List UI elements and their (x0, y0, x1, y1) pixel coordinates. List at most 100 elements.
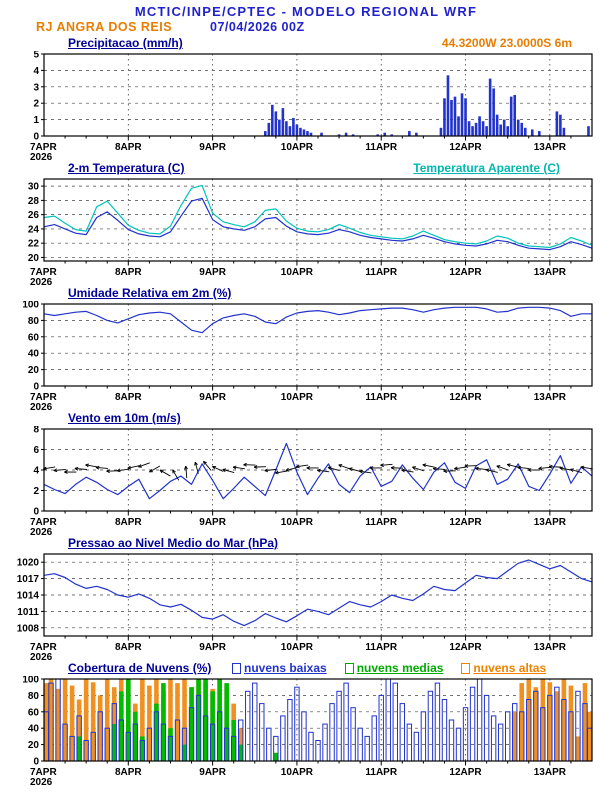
pressure-title: Pressao ao Nivel Medio do Mar (hPa) (68, 536, 279, 550)
svg-text:40: 40 (28, 349, 40, 360)
svg-text:40: 40 (28, 724, 40, 735)
svg-text:2026: 2026 (30, 152, 53, 161)
svg-text:12APR: 12APR (449, 767, 482, 778)
cloud-cover-header: Cobertura de Nuvens (%) nuvens baixas nu… (0, 661, 612, 676)
svg-text:13APR: 13APR (534, 392, 567, 403)
svg-text:30: 30 (28, 182, 40, 193)
svg-text:9APR: 9APR (199, 767, 226, 778)
svg-text:80: 80 (28, 316, 40, 327)
svg-text:10APR: 10APR (281, 767, 314, 778)
svg-text:10APR: 10APR (281, 142, 314, 153)
svg-text:8APR: 8APR (115, 392, 142, 403)
svg-text:2026: 2026 (30, 402, 53, 411)
pressure-header: Pressao ao Nivel Medio do Mar (hPa) (0, 536, 612, 551)
svg-text:13APR: 13APR (534, 767, 567, 778)
svg-text:4: 4 (33, 66, 39, 77)
svg-text:8APR: 8APR (115, 767, 142, 778)
mid-clouds-swatch-icon (344, 662, 354, 674)
humidity-panel: Umidade Relativa em 2m (%) 0 20 40 60 80 100 7… (0, 286, 612, 411)
temperature-title: 2-m Temperatura (C) (68, 161, 185, 175)
svg-text:20: 20 (28, 740, 40, 751)
svg-text:100: 100 (22, 301, 39, 311)
precipitation-title: Precipitacao (mm/h) (68, 36, 183, 50)
svg-text:20: 20 (28, 253, 40, 264)
temperature-panel: 2-m Temperatura (C) Temperatura Aparente… (0, 161, 612, 286)
pressure-panel: Pressao ao Nivel Medio do Mar (hPa) 1008… (0, 536, 612, 661)
svg-text:24: 24 (28, 224, 40, 235)
temperature-header: 2-m Temperatura (C) Temperatura Aparente… (0, 161, 612, 176)
svg-text:7APR: 7APR (30, 767, 57, 778)
svg-text:2026: 2026 (30, 277, 53, 286)
svg-text:11APR: 11APR (365, 142, 397, 153)
svg-text:9APR: 9APR (199, 142, 226, 153)
svg-text:1017: 1017 (17, 574, 40, 585)
svg-text:2026: 2026 (30, 527, 53, 536)
svg-text:1008: 1008 (17, 623, 40, 634)
svg-text:0: 0 (33, 757, 39, 768)
svg-text:8: 8 (33, 426, 39, 436)
svg-text:12APR: 12APR (449, 642, 482, 653)
legend-high-clouds: nuvens altas (461, 661, 546, 675)
svg-text:12APR: 12APR (449, 267, 482, 278)
svg-text:7APR: 7APR (30, 642, 57, 653)
svg-text:11APR: 11APR (365, 267, 397, 278)
svg-text:2026: 2026 (30, 652, 53, 661)
svg-text:4: 4 (33, 466, 39, 477)
svg-text:100: 100 (22, 676, 39, 686)
svg-text:1014: 1014 (17, 591, 40, 602)
svg-text:7APR: 7APR (30, 517, 57, 528)
svg-text:13APR: 13APR (534, 142, 567, 153)
svg-text:12APR: 12APR (449, 517, 482, 528)
station-name: RJ ANGRA DOS REIS (36, 20, 173, 34)
svg-text:11APR: 11APR (365, 767, 397, 778)
precipitation-header: Precipitacao (mm/h) 44.3200W 23.0000S 6m (0, 36, 612, 51)
svg-text:26: 26 (28, 210, 40, 221)
subtitle-row: RJ ANGRA DOS REIS 07/04/2026 00Z (0, 20, 612, 36)
cloud-legend: nuvens baixas nuvens medias nuvens altas (232, 661, 546, 675)
wind-header: Vento em 10m (m/s) (0, 411, 612, 426)
svg-text:9APR: 9APR (199, 642, 226, 653)
svg-text:1: 1 (33, 115, 39, 126)
svg-text:8APR: 8APR (115, 142, 142, 153)
wind-panel: Vento em 10m (m/s) 0 2 4 6 8 7APR 2026 8APR 9APR… (0, 411, 612, 536)
precipitation-panel: Precipitacao (mm/h) 44.3200W 23.0000S 6m… (0, 36, 612, 161)
svg-text:28: 28 (28, 196, 40, 207)
cloud-cover-panel: Cobertura de Nuvens (%) nuvens baixas nu… (0, 661, 612, 786)
humidity-header: Umidade Relativa em 2m (%) (0, 286, 612, 301)
svg-text:10APR: 10APR (281, 642, 314, 653)
page-title: MCTIC/INPE/CPTEC - MODELO REGIONAL WRF (134, 4, 478, 19)
svg-text:12APR: 12APR (449, 142, 482, 153)
svg-text:20: 20 (28, 365, 40, 376)
location-coordinates: 44.3200W 23.0000S 6m (441, 36, 572, 50)
svg-text:0: 0 (33, 132, 39, 143)
cloud-cover-title: Cobertura de Nuvens (%) (68, 661, 212, 675)
svg-text:80: 80 (28, 691, 40, 702)
svg-text:7APR: 7APR (30, 142, 57, 153)
svg-text:8APR: 8APR (115, 642, 142, 653)
svg-text:0: 0 (33, 507, 39, 518)
svg-text:1020: 1020 (17, 558, 40, 569)
high-clouds-swatch-icon (461, 662, 471, 674)
wind-title: Vento em 10m (m/s) (68, 411, 181, 425)
svg-text:10APR: 10APR (281, 392, 314, 403)
low-clouds-swatch-icon (232, 662, 241, 674)
svg-text:1011: 1011 (17, 607, 39, 618)
svg-text:2: 2 (33, 99, 39, 110)
svg-text:13APR: 13APR (534, 517, 567, 528)
svg-text:3: 3 (33, 82, 39, 93)
svg-text:60: 60 (28, 332, 40, 343)
humidity-title: Umidade Relativa em 2m (%) (68, 286, 232, 300)
legend-mid-clouds: nuvens medias (344, 661, 443, 675)
svg-text:9APR: 9APR (199, 517, 226, 528)
svg-text:2: 2 (33, 486, 39, 497)
svg-text:11APR: 11APR (365, 392, 397, 403)
svg-text:12APR: 12APR (449, 392, 482, 403)
svg-text:9APR: 9APR (199, 267, 226, 278)
svg-text:7APR: 7APR (30, 267, 57, 278)
svg-text:11APR: 11APR (365, 517, 397, 528)
